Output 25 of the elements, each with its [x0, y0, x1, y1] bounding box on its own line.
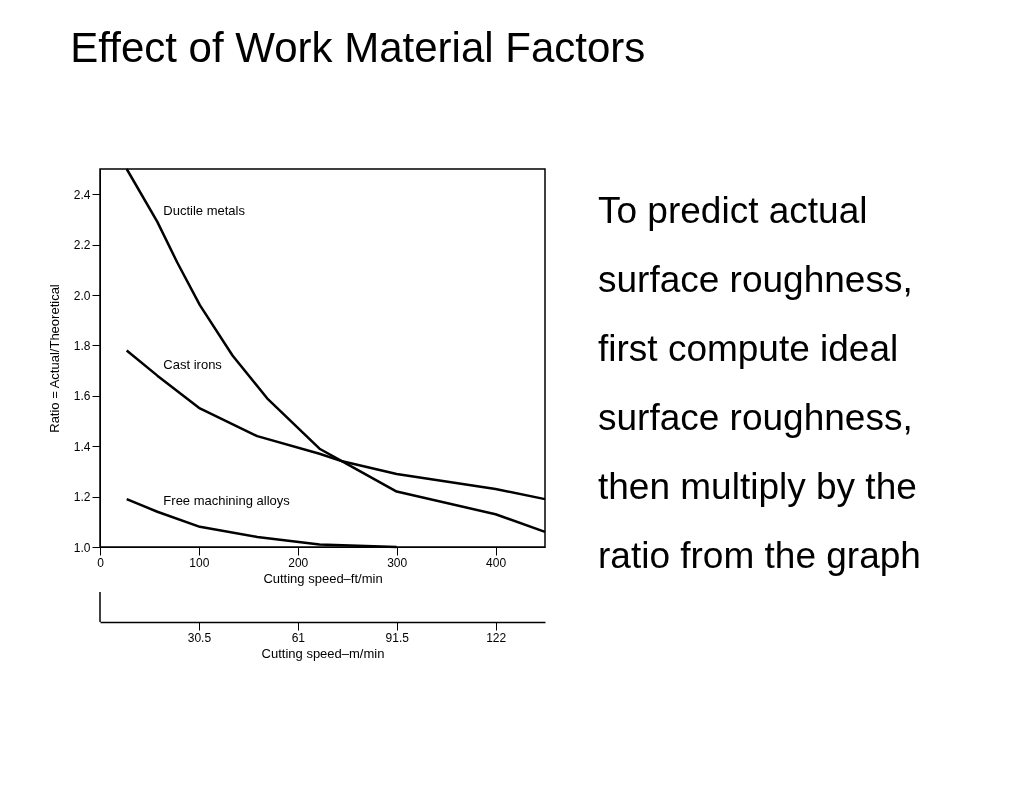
- y-axis-title: Ratio = Actual/Theoretical: [46, 284, 62, 433]
- text: To predict actual surface roughness, first compute ideal surface roughness, then multiply by the ratio from the graph: [598, 190, 921, 576]
- chart-title: Effect of Work Material Factors: [70, 24, 646, 72]
- x-tick-label: 300: [387, 555, 408, 570]
- y-tick-label: 1.2: [73, 490, 91, 505]
- y-tick-label: 1.8: [73, 338, 91, 353]
- x-tick-label: 0: [97, 555, 105, 570]
- y-tick-label: 2.0: [73, 288, 91, 303]
- series-label: Cast irons: [163, 356, 223, 372]
- x2-tick-label: 61: [291, 630, 306, 645]
- x-tick-label: 200: [288, 555, 309, 570]
- series-label: Free machining alloys: [163, 492, 291, 508]
- series-label: Ductile metals: [163, 202, 246, 218]
- x-tick-label: 400: [486, 555, 507, 570]
- y-tick-label: 2.2: [73, 238, 91, 253]
- y-tick-label: 2.4: [73, 187, 91, 202]
- x-tick-label: 100: [189, 555, 210, 570]
- x2-tick-label: 122: [486, 630, 507, 645]
- x2-tick-label: 91.5: [385, 630, 410, 645]
- y-tick-label: 1.0: [73, 540, 91, 555]
- x2-axis-title: Cutting speed–m/min: [261, 645, 385, 661]
- y-tick-label: 1.6: [73, 389, 91, 404]
- y-tick-label: 1.4: [73, 439, 91, 454]
- x2-tick-label: 30.5: [187, 630, 212, 645]
- x-axis-title: Cutting speed–ft/min: [263, 570, 383, 586]
